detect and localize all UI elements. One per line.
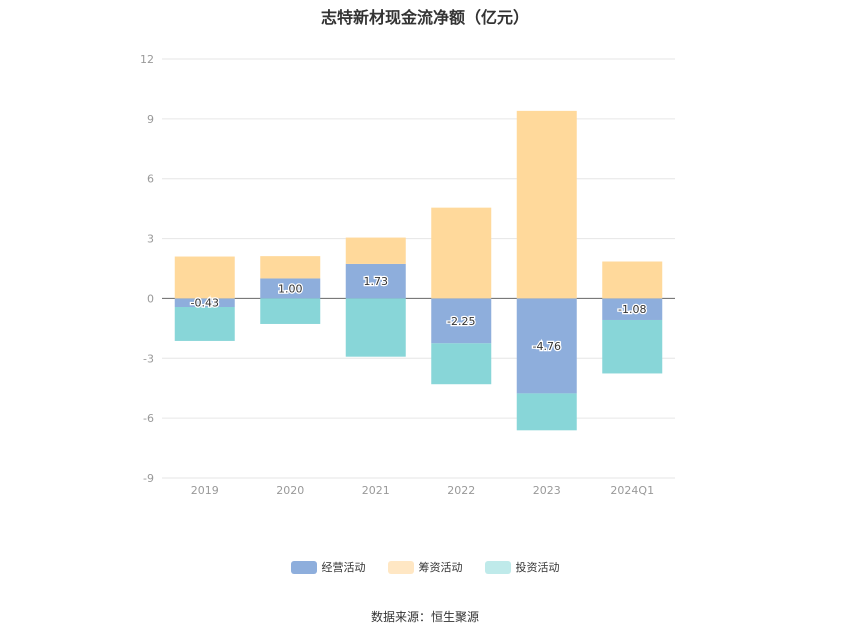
legend-item[interactable]: 投资活动 [484, 559, 560, 575]
chart-title: 志特新材现金流净额（亿元） [320, 8, 529, 27]
bar-financing [602, 261, 663, 299]
y-tick-label: 6 [147, 173, 154, 186]
x-tick-label: 2024Q1 [610, 484, 654, 497]
x-tick-label: 2020 [276, 484, 304, 497]
legend: 经营活动 筹资活动 投资活动 [0, 559, 850, 575]
data-labels: -0.43 1.00 1.73 -2.25 -4.76 -1.08 [189, 274, 647, 354]
y-tick-label: 3 [147, 233, 154, 246]
bar-operating [260, 278, 321, 299]
x-tick-label: 2022 [447, 484, 475, 497]
bar-financing [431, 207, 492, 299]
legend-item[interactable]: 经营活动 [290, 559, 366, 575]
y-tick-label: 0 [147, 292, 154, 305]
bar-financing [260, 256, 321, 279]
bar-financing [174, 256, 235, 299]
legend-swatch [484, 560, 511, 574]
bar-operating [431, 298, 492, 344]
bar-investing [431, 343, 492, 385]
legend-label: 筹资活动 [418, 561, 463, 574]
bar-financing [516, 110, 577, 299]
bar-investing [516, 393, 577, 431]
y-tick-label: -6 [143, 412, 154, 425]
y-tick-label: -3 [143, 352, 154, 365]
bar-investing [602, 319, 663, 374]
x-tick-label: 2023 [533, 484, 561, 497]
x-tick-label: 2021 [362, 484, 390, 497]
source-note: 数据来源：恒生聚源 [370, 610, 479, 624]
bars [174, 110, 663, 431]
bar-operating [602, 298, 663, 320]
axes: 12 9 6 3 0 -3 -6 -9 2019 2020 2021 2022 2023 2024Q1 [140, 53, 654, 497]
legend-item[interactable]: 筹资活动 [387, 559, 463, 575]
data-label: 1.00 [278, 282, 303, 295]
x-tick-label: 2019 [191, 484, 219, 497]
legend-swatch [290, 560, 317, 574]
y-tick-label: -9 [143, 472, 154, 485]
bar-financing [345, 237, 406, 264]
data-label: -2.25 [447, 315, 475, 328]
y-tick-label: 9 [147, 113, 154, 126]
legend-label: 投资活动 [515, 561, 560, 574]
data-label: -4.76 [533, 340, 561, 353]
bar-investing [260, 298, 321, 324]
legend-swatch [387, 560, 414, 574]
data-label: 1.73 [364, 275, 389, 288]
bar-operating [345, 263, 406, 299]
grid-lines [162, 58, 675, 479]
bar-operating [174, 298, 235, 308]
bar-investing [174, 307, 235, 341]
legend-label: 经营活动 [321, 561, 366, 574]
data-label: -1.08 [618, 303, 646, 316]
y-tick-label: 12 [140, 53, 154, 66]
data-label: -0.43 [191, 297, 219, 310]
bar-investing [345, 298, 406, 357]
bar-operating [516, 298, 577, 394]
